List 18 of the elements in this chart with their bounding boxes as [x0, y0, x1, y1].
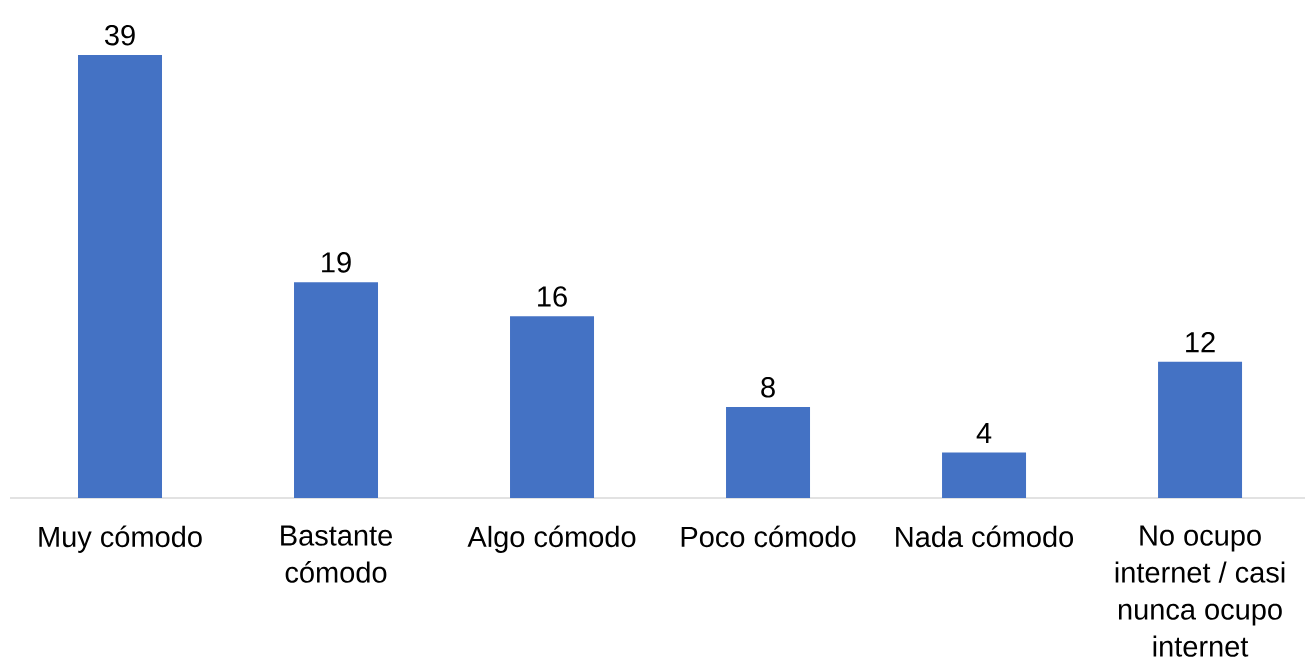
data-label: 4 [976, 423, 992, 444]
data-label: 39 [104, 24, 135, 46]
bar [510, 316, 595, 498]
bar [726, 407, 811, 498]
x-tick-label: Poco cómodo [681, 525, 856, 548]
data-label: 8 [761, 377, 775, 398]
x-tick-label: Algo cómodo [467, 525, 636, 553]
data-label: 16 [538, 286, 567, 307]
x-tick-label: Nada cómodo [896, 525, 1074, 548]
bar [78, 54, 163, 498]
data-label: 12 [1186, 331, 1215, 353]
x-tick-label: Muy cómodo [39, 525, 202, 553]
data-label: 19 [322, 252, 351, 273]
bar [1158, 361, 1243, 498]
x-tick-label: No ocupo internet / casi nunca ocupo internet [1115, 525, 1285, 657]
x-tick-label: Bastante cómodo [281, 525, 392, 583]
bar [942, 452, 1027, 498]
bar [294, 282, 379, 498]
